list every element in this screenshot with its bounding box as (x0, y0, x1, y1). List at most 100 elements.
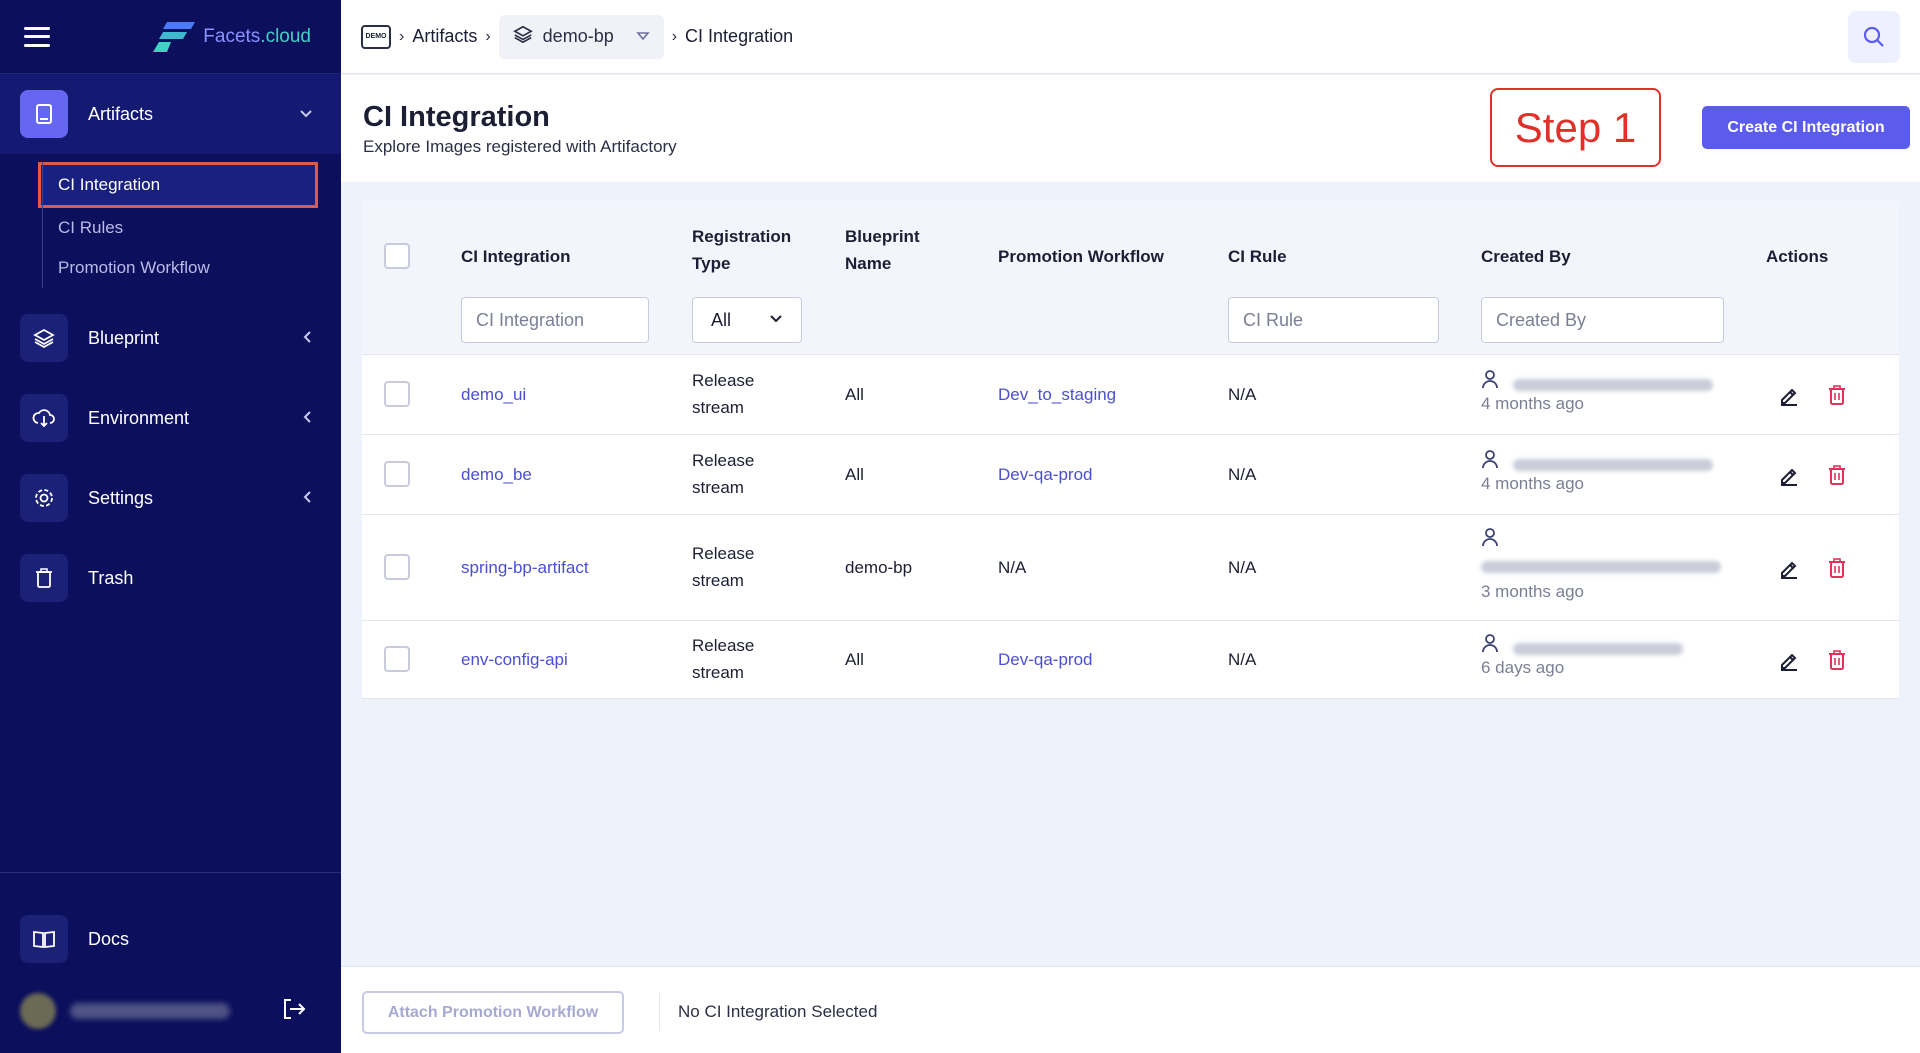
sidebar-item-docs[interactable]: Docs (0, 899, 341, 979)
column-header-created-by[interactable]: Created By (1481, 247, 1571, 266)
sidebar-subitem-ci-integration[interactable]: CI Integration (38, 162, 318, 208)
created-by-cell: 6 days ago (1481, 633, 1683, 678)
registration-type-cell: Release stream (692, 451, 755, 497)
sidebar-item-label: Environment (88, 407, 190, 428)
breadcrumb-separator-icon: › (671, 27, 678, 45)
facets-logo-mark-icon (153, 21, 196, 52)
created-by-cell: 3 months ago (1481, 527, 1721, 602)
created-by-cell: 4 months ago (1481, 449, 1713, 494)
trash-icon (20, 554, 68, 602)
row-checkbox[interactable] (384, 461, 410, 487)
column-header-ci-rule[interactable]: CI Rule (1228, 247, 1287, 266)
breadcrumb-separator-icon: › (399, 27, 405, 45)
attach-promotion-workflow-button[interactable]: Attach Promotion Workflow (362, 991, 624, 1034)
edit-icon[interactable] (1778, 649, 1800, 676)
promotion-workflow-link[interactable]: Dev-qa-prod (998, 465, 1093, 484)
sidebar-item-label: Trash (88, 567, 134, 588)
table-row[interactable]: demo_be Release stream All Dev-qa-prod N/… (362, 435, 1899, 515)
sidebar-item-blueprint[interactable]: Blueprint (0, 298, 341, 378)
edit-icon[interactable] (1778, 384, 1800, 411)
created-by-filter-input[interactable] (1481, 297, 1724, 343)
sidebar-item-label: Blueprint (88, 327, 160, 348)
sidebar: Facets.cloud Artifacts CI Integration CI… (0, 0, 341, 1053)
hamburger-menu-icon[interactable] (24, 26, 50, 47)
sidebar-top: Facets.cloud (0, 0, 341, 74)
chevron-down-icon (769, 313, 783, 327)
chevron-left-icon (303, 330, 313, 347)
breadcrumb-home-icon[interactable]: DEMO (361, 24, 391, 49)
row-checkbox[interactable] (384, 554, 410, 580)
column-header-ci-integration[interactable]: CI Integration (461, 247, 571, 266)
table-row[interactable]: demo_ui Release stream All Dev_to_staging… (362, 355, 1899, 435)
breadcrumb-artifacts[interactable]: Artifacts (412, 26, 478, 46)
row-checkbox[interactable] (384, 646, 410, 672)
promotion-workflow-cell: N/A (998, 558, 1027, 577)
breadcrumb-separator-icon: › (485, 27, 491, 45)
delete-icon[interactable] (1826, 384, 1848, 411)
chevron-down-icon (299, 106, 313, 122)
sidebar-item-settings[interactable]: Settings (0, 458, 341, 538)
create-ci-integration-button[interactable]: Create CI Integration (1702, 106, 1910, 149)
delete-icon[interactable] (1826, 649, 1848, 676)
sidebar-item-environment[interactable]: Environment (0, 378, 341, 458)
cloud-download-icon (20, 394, 68, 442)
select-all-checkbox[interactable] (384, 243, 410, 269)
footer-divider (659, 993, 660, 1031)
top-bar: DEMO › Artifacts › demo-bp › CI Integrat… (341, 0, 1920, 74)
ci-integration-name-link[interactable]: demo_be (461, 465, 532, 484)
sidebar-item-trash[interactable]: Trash (0, 538, 341, 618)
logout-icon[interactable] (281, 997, 307, 1026)
creator-email-blurred (1513, 378, 1713, 391)
creator-email-blurred (1513, 642, 1683, 655)
sidebar-item-label: Settings (88, 487, 154, 508)
ci-rule-cell: N/A (1228, 385, 1257, 404)
ci-integration-filter-input[interactable] (461, 297, 649, 343)
edit-icon[interactable] (1778, 464, 1800, 491)
ci-integration-table: CI Integration Registration Type Bluepri… (362, 201, 1899, 699)
sidebar-subitem-promotion-workflow[interactable]: Promotion Workflow (58, 258, 210, 277)
blueprint-selector[interactable]: demo-bp (498, 14, 664, 59)
promotion-workflow-link[interactable]: Dev_to_staging (998, 385, 1117, 404)
table-row[interactable]: spring-bp-artifact Release stream demo-bp… (362, 515, 1899, 621)
delete-icon[interactable] (1826, 557, 1848, 584)
registration-type-filter-select[interactable]: All (692, 297, 802, 343)
page-title: CI Integration (363, 101, 550, 133)
breadcrumb-current: CI Integration (685, 26, 794, 46)
artifact-icon (20, 90, 68, 138)
chevron-left-icon (303, 410, 313, 427)
ci-integration-name-link[interactable]: demo_ui (461, 385, 527, 404)
blueprint-name-cell: All (845, 385, 864, 404)
promotion-workflow-link[interactable]: Dev-qa-prod (998, 650, 1093, 669)
user-profile[interactable] (0, 986, 341, 1036)
page-header: CI Integration Explore Images registered… (341, 75, 1920, 182)
blueprint-selector-value: demo-bp (542, 26, 614, 46)
ci-integration-name-link[interactable]: spring-bp-artifact (461, 558, 589, 577)
column-header-actions: Actions (1766, 247, 1829, 266)
chevron-left-icon (303, 490, 313, 507)
column-header-promotion-workflow[interactable]: Promotion Workflow (998, 247, 1164, 266)
user-icon (1482, 634, 1498, 653)
creator-email-blurred (1513, 458, 1713, 471)
facets-logo[interactable]: Facets.cloud (153, 21, 311, 52)
table-row[interactable]: env-config-api Release stream All Dev-qa-… (362, 621, 1899, 699)
caret-down-icon (636, 30, 650, 44)
registration-type-cell: Release stream (692, 371, 755, 417)
ci-rule-filter-input[interactable] (1228, 297, 1439, 343)
sidebar-subitem-ci-rules[interactable]: CI Rules (58, 218, 124, 237)
search-button[interactable] (1848, 11, 1900, 63)
user-icon (1482, 528, 1498, 547)
column-header-registration-type[interactable]: Registration Type (692, 227, 792, 273)
sidebar-item-artifacts[interactable]: Artifacts (0, 74, 341, 154)
blueprint-name-cell: All (845, 650, 864, 669)
user-icon (1482, 370, 1498, 389)
column-header-blueprint-name[interactable]: Blueprint Name (845, 227, 920, 273)
user-name-blurred (70, 1003, 230, 1019)
ci-integration-name-link[interactable]: env-config-api (461, 650, 568, 669)
edit-icon[interactable] (1778, 557, 1800, 584)
layers-icon (512, 24, 533, 49)
delete-icon[interactable] (1826, 464, 1848, 491)
row-checkbox[interactable] (384, 381, 410, 407)
registration-type-cell: Release stream (692, 544, 755, 590)
created-ago: 4 months ago (1481, 474, 1585, 493)
registration-type-cell: Release stream (692, 636, 755, 682)
